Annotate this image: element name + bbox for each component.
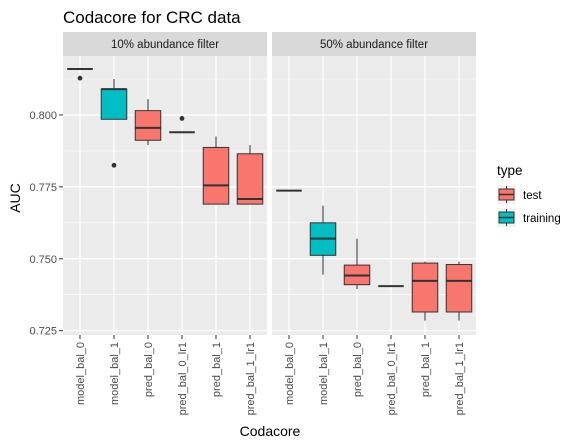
x-tick-label-pred_bal_0_lr1: pred_bal_0_lr1 bbox=[177, 342, 189, 415]
x-tick-label-model_bal_1: model_bal_1 bbox=[318, 342, 330, 405]
x-tick-label-pred_bal_1: pred_bal_1 bbox=[211, 342, 223, 397]
legend: type test training bbox=[497, 163, 561, 227]
facet-strip-label-1: 10% abundance filter bbox=[111, 39, 219, 51]
outlier-point bbox=[179, 116, 185, 121]
y-tick-label: 0.800 bbox=[29, 110, 57, 122]
facet-strip-label-2: 50% abundance filter bbox=[320, 39, 428, 51]
x-tick-label-pred_bal_0: pred_bal_0 bbox=[352, 342, 364, 397]
facet-strip-1 bbox=[63, 32, 267, 56]
legend-label-training: training bbox=[523, 213, 561, 225]
x-axis-title: Codacore bbox=[240, 423, 301, 439]
facet-strip-2 bbox=[272, 32, 476, 56]
outlier-point bbox=[77, 75, 83, 81]
box-pred_bal_1_lr1 bbox=[236, 153, 264, 205]
panel-background-1 bbox=[63, 56, 267, 335]
x-tick-label-model_bal_1: model_bal_1 bbox=[109, 342, 121, 405]
x-tick-label-pred_bal_0: pred_bal_0 bbox=[143, 342, 155, 397]
box-pred_bal_1 bbox=[411, 262, 439, 313]
legend-label-test: test bbox=[523, 190, 542, 202]
x-tick-label-model_bal_0: model_bal_0 bbox=[75, 342, 87, 405]
x-tick-label-model_bal_0: model_bal_0 bbox=[284, 342, 296, 405]
y-tick-label: 0.775 bbox=[29, 182, 57, 194]
x-tick-label-pred_bal_1: pred_bal_1 bbox=[420, 342, 432, 397]
y-tick-label: 0.725 bbox=[29, 326, 57, 338]
outlier-point bbox=[111, 162, 117, 168]
legend-title: type bbox=[497, 163, 523, 178]
y-tick-label: 0.750 bbox=[29, 254, 57, 266]
x-tick-label-pred_bal_1_lr1: pred_bal_1_lr1 bbox=[454, 342, 466, 415]
box-pred_bal_0 bbox=[134, 110, 162, 141]
panel-background-2 bbox=[272, 56, 476, 335]
chart-title: Codacore for CRC data bbox=[63, 8, 241, 27]
box-pred_bal_1_lr1 bbox=[445, 264, 473, 313]
x-tick-label-pred_bal_1_lr1: pred_bal_1_lr1 bbox=[245, 342, 257, 415]
box-pred_bal_1 bbox=[202, 146, 230, 205]
box-model_bal_1 bbox=[100, 88, 128, 120]
x-tick-label-pred_bal_0_lr1: pred_bal_0_lr1 bbox=[386, 342, 398, 415]
y-axis-title: AUC bbox=[7, 183, 23, 213]
